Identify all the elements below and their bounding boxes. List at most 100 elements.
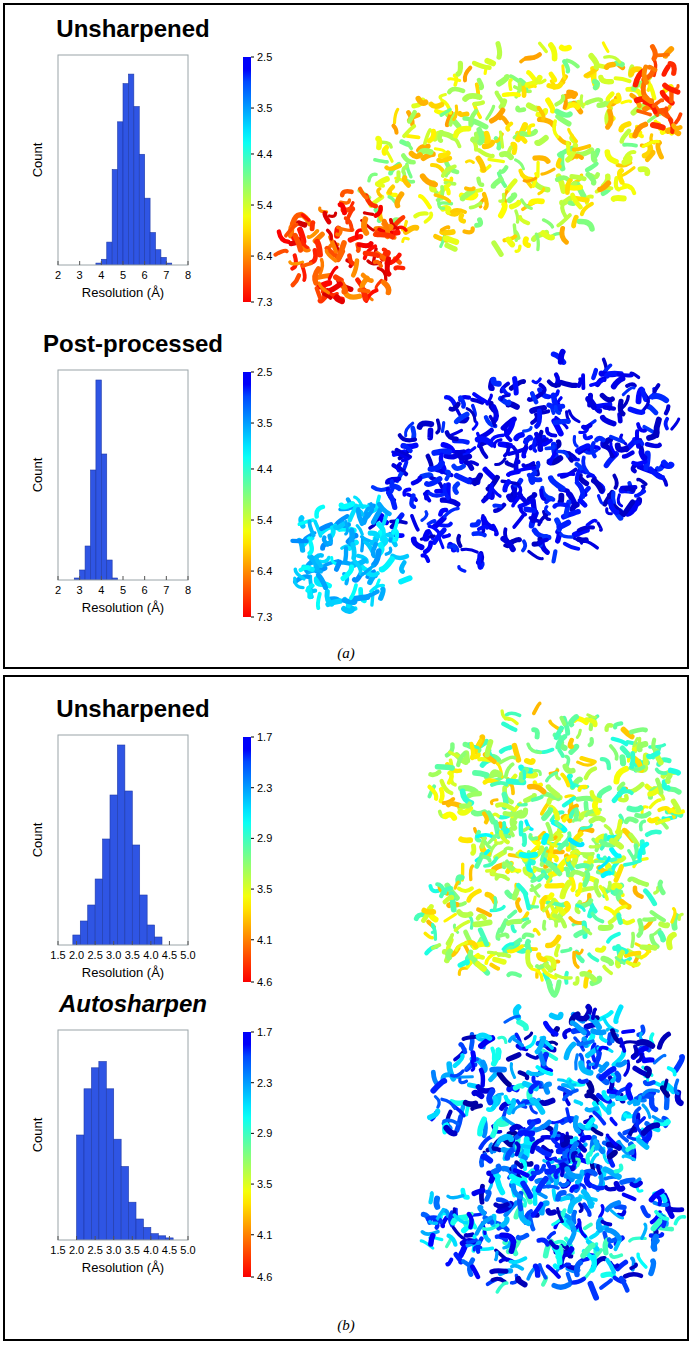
density-strand: [448, 935, 453, 944]
density-strand: [461, 804, 470, 806]
density-strand: [649, 67, 655, 70]
density-strand: [309, 539, 312, 554]
density-strand: [575, 1015, 587, 1018]
density-strand: [568, 1274, 571, 1284]
density-strand: [394, 126, 397, 133]
density-strand: [653, 125, 663, 128]
density-strand: [557, 178, 568, 180]
density-strand: [579, 787, 585, 790]
density-strand: [532, 969, 542, 980]
density-strand: [582, 974, 594, 980]
density-strand: [578, 1143, 584, 1150]
density-strand: [581, 96, 583, 107]
density-strand: [537, 411, 540, 426]
density-strand: [664, 463, 671, 467]
density-strand: [337, 562, 340, 569]
density-strand: [607, 725, 612, 730]
density-strand: [493, 772, 500, 774]
density-strand: [507, 124, 511, 130]
density-strand: [537, 1038, 543, 1051]
background: [0, 0, 692, 1345]
density-strand: [497, 1209, 503, 1213]
density-strand: [614, 195, 624, 202]
density-strand: [616, 1007, 621, 1021]
density-strand: [554, 121, 557, 137]
density-strand: [612, 849, 620, 856]
density-strand: [582, 204, 592, 214]
density-strand: [623, 921, 633, 923]
density-strand: [658, 143, 662, 157]
density-strand: [422, 512, 427, 521]
density-strand: [599, 102, 608, 105]
density-strand: [609, 1104, 613, 1112]
density-strand: [460, 1079, 467, 1083]
density-strand: [439, 200, 444, 208]
density-strand: [634, 846, 637, 858]
density-strand: [503, 724, 515, 730]
density-strand: [509, 1055, 519, 1059]
density-strand: [565, 99, 566, 107]
density-strand: [621, 187, 630, 189]
density-strand: [600, 1206, 603, 1217]
density-strand: [456, 129, 469, 136]
density-strand: [378, 139, 379, 148]
density-strand: [632, 1183, 641, 1186]
density-strand: [445, 815, 454, 818]
density-strand: [456, 922, 469, 931]
density-strand: [475, 922, 489, 924]
density-strand: [382, 559, 392, 569]
density-strand: [451, 404, 459, 409]
density-strand: [579, 527, 593, 530]
density-strand: [572, 177, 585, 179]
density-strand: [547, 429, 556, 436]
density-strand: [501, 921, 506, 931]
density-strand: [459, 888, 472, 891]
density-strand: [628, 962, 639, 965]
density-strand: [413, 428, 414, 439]
density-strand: [523, 463, 533, 466]
density-strand: [603, 418, 614, 424]
density-strand: [596, 881, 600, 895]
density-strand: [435, 149, 444, 152]
density-strand: [601, 1036, 606, 1041]
density-strand: [561, 718, 564, 724]
density-strand: [498, 1180, 503, 1192]
density-strand: [494, 503, 500, 508]
density-strand: [439, 132, 441, 140]
density-strand: [560, 844, 567, 848]
density-strand: [471, 866, 473, 879]
density-strand: [470, 952, 475, 960]
density-strand: [638, 480, 646, 485]
density-strand: [508, 472, 518, 475]
density-strand: [539, 108, 544, 119]
density-strand: [583, 1245, 592, 1255]
density-strand: [572, 505, 577, 510]
density-strand: [418, 99, 425, 103]
density-strand: [587, 99, 601, 103]
density-strand: [461, 1247, 465, 1255]
density-strand: [459, 912, 471, 915]
density-strand: [335, 524, 344, 528]
panel-frame: [4, 4, 688, 668]
density-strand: [528, 952, 531, 967]
map-render: [416, 704, 683, 995]
density-strand: [643, 1105, 650, 1117]
density-strand: [492, 110, 503, 121]
density-strand: [431, 1193, 433, 1202]
density-strand: [600, 183, 609, 189]
density-strand: [574, 1279, 584, 1283]
density-strand: [354, 597, 368, 599]
density-strand: [586, 541, 598, 548]
density-strand: [666, 406, 669, 413]
density-strand: [592, 792, 600, 801]
density-strand: [520, 217, 528, 223]
density-strand: [620, 171, 622, 183]
density-strand: [425, 933, 432, 937]
density-strand: [617, 821, 620, 832]
density-strand: [575, 834, 581, 840]
density-strand: [524, 935, 533, 938]
density-strand: [466, 161, 473, 163]
density-strand: [350, 506, 357, 520]
density-strand: [530, 835, 536, 839]
density-strand: [593, 1031, 604, 1033]
